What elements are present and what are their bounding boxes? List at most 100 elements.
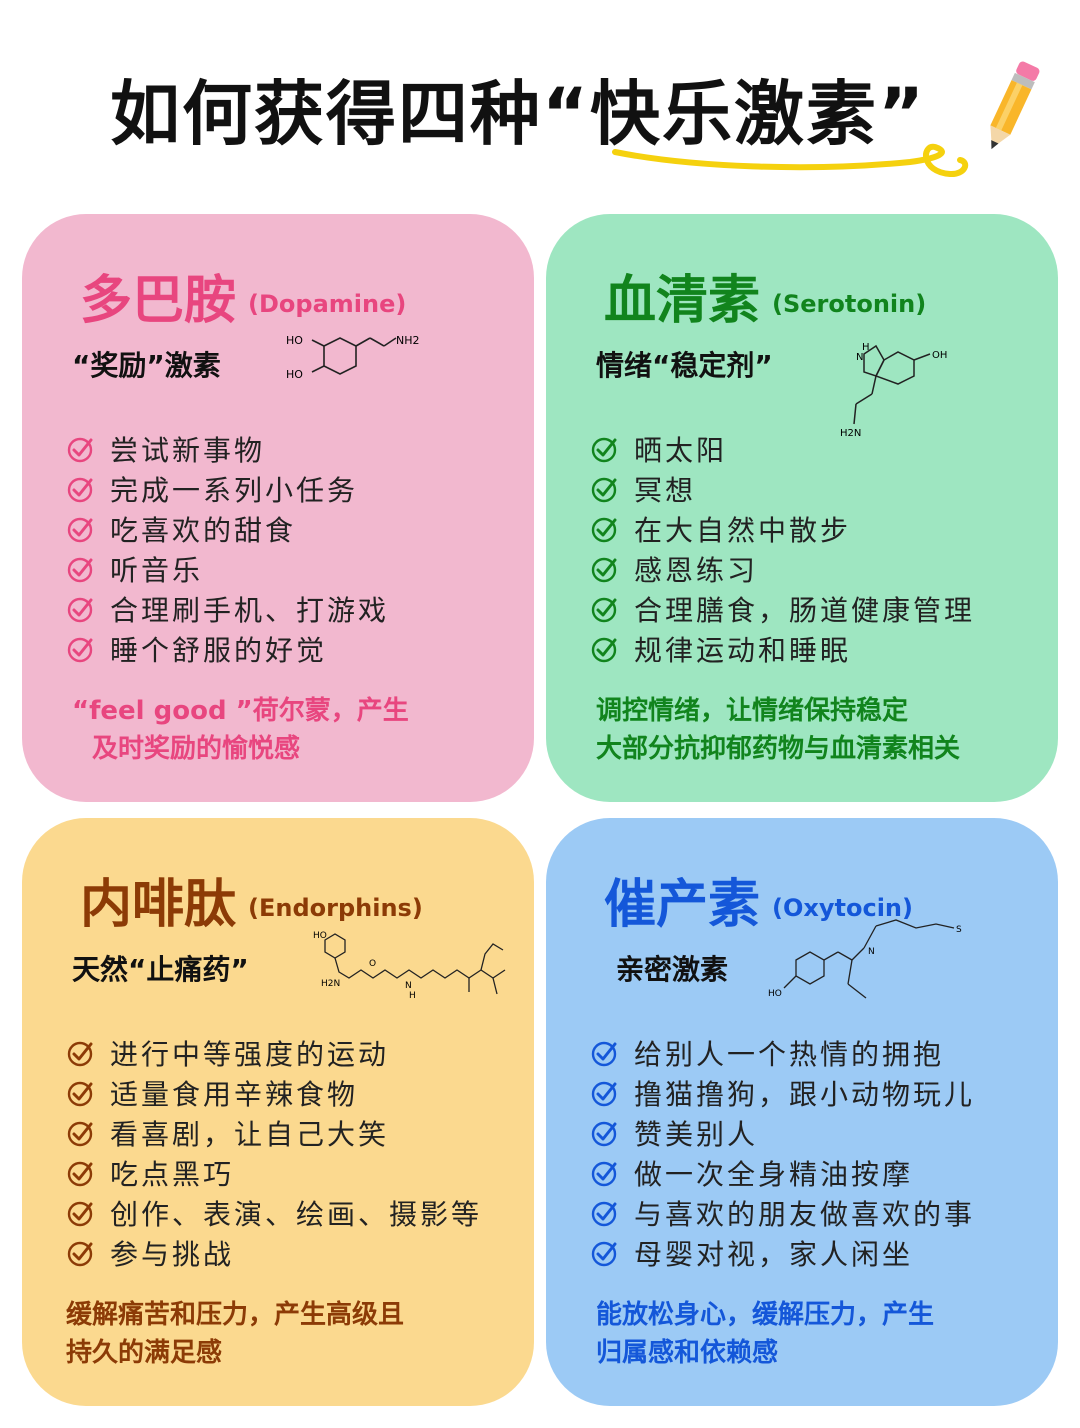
- check-circle-icon: [67, 517, 93, 543]
- activity-text: 吃点黑巧: [110, 1158, 235, 1191]
- activity-item: 吃点黑巧: [66, 1153, 482, 1193]
- summary-line: “feel good ”荷尔蒙，产生: [72, 696, 409, 726]
- activity-text: 进行中等强度的运动: [110, 1038, 390, 1071]
- hormone-name: 内啡肽: [80, 875, 237, 935]
- activity-item: 冥想: [590, 469, 975, 509]
- activity-text: 适量食用辛辣食物: [110, 1078, 359, 1111]
- activity-text: 在大自然中散步: [634, 514, 852, 547]
- check-circle-icon: [67, 1081, 93, 1107]
- activity-item: 睡个舒服的好觉: [66, 629, 389, 669]
- oxytocin-card: 催产素 (Oxytocin) 亲密激素 HO N S 给别人一个热情的拥抱撸猫撸狗…: [546, 818, 1058, 1406]
- serotonin-card: 血清素 (Serotonin) 情绪“稳定剂” H N OH H2N 晒太阳 冥想在…: [546, 214, 1058, 802]
- check-circle-icon: [591, 1241, 617, 1267]
- hormone-summary: 调控情绪，让情绪保持稳定 大部分抗抑郁药物与血清素相关: [596, 692, 1036, 768]
- hormone-subtitle: “奖励”激素: [72, 349, 221, 382]
- molecule-label: H: [862, 342, 870, 353]
- check-circle-icon: [67, 637, 93, 663]
- activity-item: 在大自然中散步: [590, 509, 975, 549]
- activity-list: 给别人一个热情的拥抱撸猫撸狗，跟小动物玩儿 赞美别人做一次全身精油按摩 与喜欢的朋友…: [590, 1033, 975, 1273]
- activity-item: 合理膳食，肠道健康管理: [590, 589, 975, 629]
- molecule-label: OH: [932, 350, 947, 361]
- activity-list: 晒太阳 冥想在大自然中散步 感恩练习合理膳食，肠道健康管理 规律运动和睡眠: [590, 429, 975, 669]
- summary-line: 及时奖励的愉悦感: [92, 734, 301, 764]
- activity-list: 尝试新事物 完成一系列小任务 吃喜欢的甜食 听音乐 合理刷手机、打游戏 睡个舒服的好觉: [66, 429, 389, 669]
- activity-item: 尝试新事物: [66, 429, 389, 469]
- check-circle-icon: [67, 1121, 93, 1147]
- card-title: 多巴胺 (Dopamine): [80, 258, 406, 333]
- molecule-label: S: [956, 925, 962, 935]
- molecule-label: NH2: [396, 334, 420, 347]
- hormone-english-name: (Serotonin): [772, 290, 927, 318]
- card-title: 催产素 (Oxytocin): [604, 862, 913, 937]
- page-title: 如何获得四种“快乐激素”: [110, 73, 927, 155]
- activity-text: 尝试新事物: [110, 434, 266, 467]
- activity-text: 完成一系列小任务: [110, 474, 359, 507]
- check-circle-icon: [67, 597, 93, 623]
- check-circle-icon: [591, 437, 617, 463]
- check-circle-icon: [67, 477, 93, 503]
- activity-item: 赞美别人: [590, 1113, 975, 1153]
- activity-item: 参与挑战: [66, 1233, 482, 1273]
- hormone-english-name: (Dopamine): [248, 290, 407, 318]
- activity-text: 规律运动和睡眠: [634, 634, 852, 667]
- molecule-label: HO: [286, 368, 303, 381]
- endorphins-molecule-diagram: HO H2N O N H: [313, 931, 506, 1001]
- activity-item: 母婴对视，家人闲坐: [590, 1233, 975, 1273]
- activity-text: 撸猫撸狗，跟小动物玩儿: [634, 1078, 976, 1111]
- check-circle-icon: [67, 1041, 93, 1067]
- molecule-label: N: [868, 947, 875, 957]
- card-title: 内啡肽 (Endorphins): [80, 862, 423, 937]
- activity-item: 感恩练习: [590, 549, 975, 589]
- oxytocin-molecule-diagram: HO N S: [768, 919, 962, 999]
- activity-text: 吃喜欢的甜食: [110, 514, 297, 547]
- check-circle-icon: [591, 637, 617, 663]
- hormone-subtitle: 天然“止痛药”: [72, 953, 249, 986]
- hormone-english-name: (Endorphins): [248, 894, 423, 922]
- activity-item: 晒太阳: [590, 429, 975, 469]
- summary-line: 持久的满足感: [66, 1338, 223, 1368]
- summary-line: 归属感和依赖感: [596, 1338, 779, 1368]
- summary-line: 调控情绪，让情绪保持稳定: [596, 696, 909, 726]
- molecule-label: H2N: [321, 979, 340, 989]
- dopamine-molecule-diagram: HO HO NH2: [286, 334, 420, 381]
- check-circle-icon: [591, 1081, 617, 1107]
- activity-text: 参与挑战: [110, 1238, 235, 1271]
- endorphins-card: 内啡肽 (Endorphins) 天然“止痛药” HO H2N O N H 进行中…: [22, 818, 534, 1406]
- activity-text: 创作、表演、绘画、摄影等: [110, 1198, 483, 1231]
- molecule-label: HO: [286, 334, 303, 347]
- summary-line: 能放松身心，缓解压力，产生: [596, 1300, 935, 1330]
- header: 如何获得四种“快乐激素”: [0, 40, 1080, 177]
- hormone-subtitle: 情绪“稳定剂”: [596, 349, 773, 382]
- check-circle-icon: [591, 1041, 617, 1067]
- activity-item: 进行中等强度的运动: [66, 1033, 482, 1073]
- activity-item: 与喜欢的朋友做喜欢的事: [590, 1193, 975, 1233]
- activity-item: 合理刷手机、打游戏: [66, 589, 389, 629]
- serotonin-molecule-diagram: H N OH H2N: [840, 342, 947, 439]
- hormone-summary: 能放松身心，缓解压力，产生 归属感和依赖感: [596, 1296, 1036, 1372]
- activity-text: 合理膳食，肠道健康管理: [634, 594, 976, 627]
- activity-text: 看喜剧，让自己大笑: [110, 1118, 390, 1151]
- squiggle-underline-icon: [612, 143, 969, 177]
- check-circle-icon: [591, 597, 617, 623]
- molecule-label: H: [409, 991, 416, 1001]
- card-title: 血清素 (Serotonin): [604, 258, 926, 333]
- hormone-english-name: (Oxytocin): [772, 894, 913, 922]
- molecule-label: H2N: [840, 428, 861, 439]
- activity-text: 晒太阳: [634, 434, 728, 467]
- activity-item: 适量食用辛辣食物: [66, 1073, 482, 1113]
- check-circle-icon: [591, 1161, 617, 1187]
- hormone-subtitle: 亲密激素: [616, 953, 729, 986]
- activity-list: 进行中等强度的运动 适量食用辛辣食物 看喜剧，让自己大笑 吃点黑巧创作、表演、绘画、摄…: [66, 1033, 482, 1273]
- dopamine-card: 多巴胺 (Dopamine) “奖励”激素 HO HO NH2 尝试新事物完成一系…: [22, 214, 534, 802]
- hormone-summary: 缓解痛苦和压力，产生高级且 持久的满足感: [66, 1296, 506, 1372]
- activity-text: 母婴对视，家人闲坐: [634, 1238, 914, 1271]
- molecule-label: O: [369, 959, 376, 969]
- check-circle-icon: [591, 557, 617, 583]
- check-circle-icon: [591, 517, 617, 543]
- check-circle-icon: [67, 437, 93, 463]
- activity-item: 给别人一个热情的拥抱: [590, 1033, 975, 1073]
- check-circle-icon: [67, 1161, 93, 1187]
- activity-item: 撸猫撸狗，跟小动物玩儿: [590, 1073, 975, 1113]
- activity-text: 做一次全身精油按摩: [634, 1158, 914, 1191]
- molecule-label: N: [856, 352, 863, 363]
